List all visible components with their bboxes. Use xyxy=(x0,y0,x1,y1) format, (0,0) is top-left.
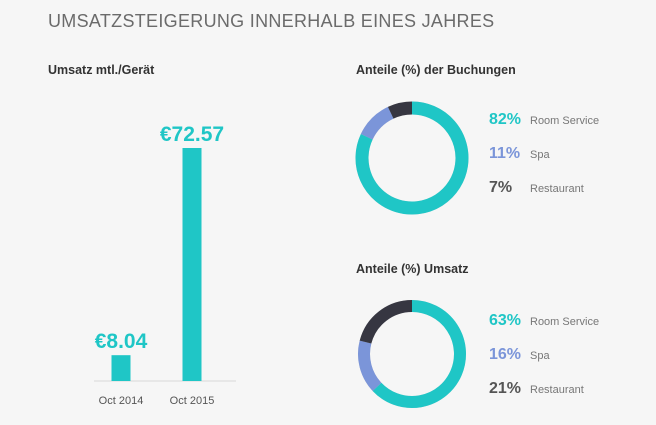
x-tick-label: Oct 2014 xyxy=(99,395,144,407)
donut-slice xyxy=(360,106,394,140)
legend-percent: 16% xyxy=(489,346,522,363)
bar xyxy=(182,148,202,381)
legend-row: 21% Restaurant xyxy=(489,380,599,414)
legend-percent: 82% xyxy=(489,111,522,128)
legend-row: 11% Spa xyxy=(489,145,599,179)
legend-label: Restaurant xyxy=(530,183,584,195)
bar xyxy=(111,355,131,381)
donut-slice xyxy=(359,300,413,344)
donut-slice xyxy=(372,300,466,408)
donut-slice xyxy=(387,101,413,119)
legend-row: 82% Room Service xyxy=(489,111,599,145)
page-title: UMSATZSTEIGERUNG INNERHALB EINES JAHRES xyxy=(48,11,495,31)
legend-percent: 63% xyxy=(489,312,522,329)
bar-data-label: €8.04 xyxy=(95,330,148,353)
legend-percent: 21% xyxy=(489,380,522,397)
revenue-legend: 63% Room Service 16% Spa 21% Restaurant xyxy=(489,312,599,414)
bookings-legend: 82% Room Service 11% Spa 7% Restaurant xyxy=(489,111,599,213)
bar-data-label: €72.57 xyxy=(160,123,224,146)
legend-label: Spa xyxy=(530,149,550,161)
legend-label: Room Service xyxy=(530,316,600,328)
revenue-donut-title: Anteile (%) Umsatz xyxy=(356,262,469,276)
legend-row: 63% Room Service xyxy=(489,312,599,346)
legend-row: 7% Restaurant xyxy=(489,179,599,213)
bookings-donut-title: Anteile (%) der Buchungen xyxy=(356,63,516,77)
legend-percent: 11% xyxy=(489,145,521,162)
x-tick-label: Oct 2015 xyxy=(170,395,215,407)
legend-row: 16% Spa xyxy=(489,346,599,380)
donut-slice xyxy=(355,101,469,215)
legend-label: Restaurant xyxy=(530,384,584,396)
legend-label: Spa xyxy=(530,350,550,362)
donut-slice xyxy=(358,340,382,391)
bar-chart-title: Umsatz mtl./Gerät xyxy=(48,63,155,77)
legend-percent: 7% xyxy=(489,179,513,196)
legend-label: Room Service xyxy=(530,115,600,127)
